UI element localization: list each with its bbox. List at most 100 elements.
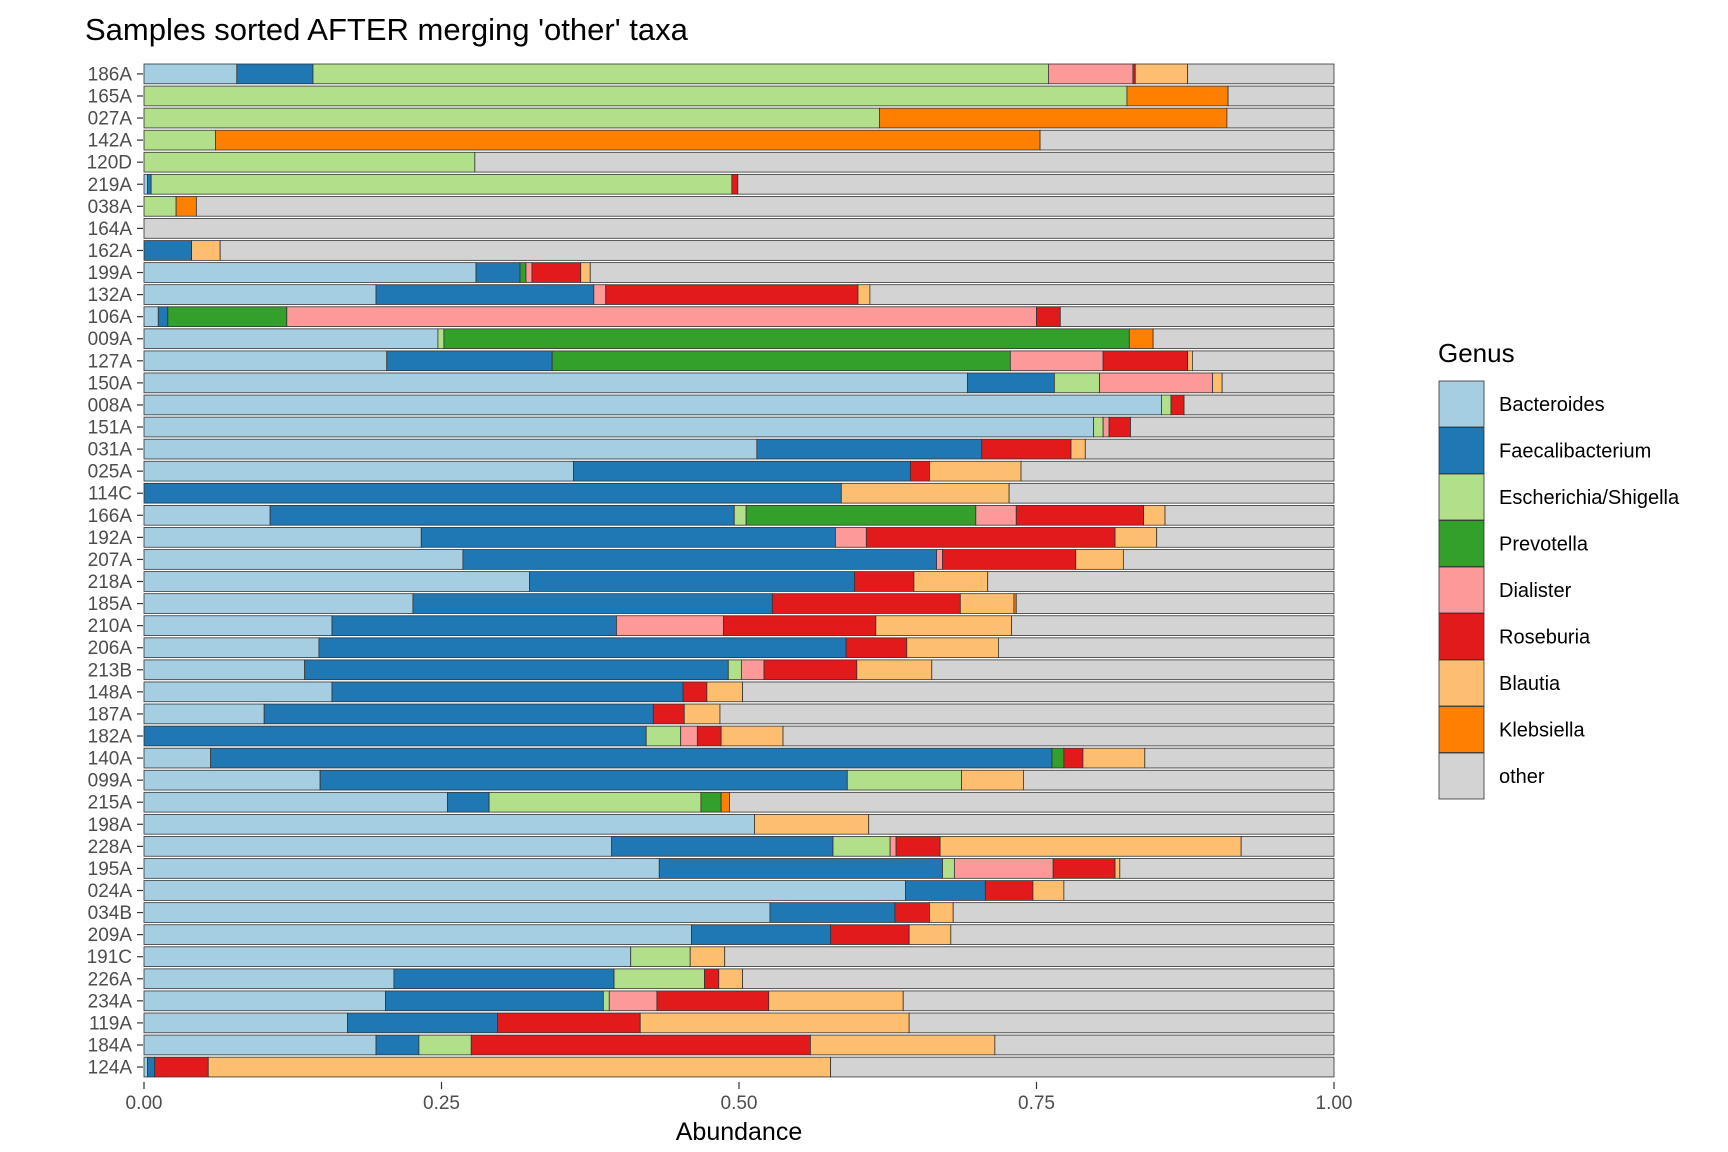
bar-024A-roseburia [984,880,1034,901]
x-tick-label: 0.75 [1018,1093,1055,1114]
bar-120D-escherichia-shigella [143,151,476,173]
bar-034B-faecalibacterium [769,902,896,923]
y-tick-label: 206A [88,638,133,659]
bar-210A-roseburia [723,615,877,636]
bar-207A-roseburia [942,549,1077,570]
legend-key-klebsiella [1438,706,1485,753]
bar-038A-klebsiella [175,196,197,217]
bar-150A-dialister [1099,372,1214,394]
bar-213B-bacteroides [143,659,306,681]
x-axis: 0.00 0.25 0.50 0.75 1.00 [126,1082,1352,1114]
bar-210A-other [1011,615,1335,636]
legend-key-prevotella [1438,520,1485,567]
y-tick-label: 184A [88,1035,133,1056]
bar-213B-other [931,659,1335,681]
bar-106A-bacteroides [143,306,159,327]
bar-034B-bacteroides [143,902,771,923]
bar-206A-bacteroides [143,637,320,659]
bar-009A-other [1152,328,1335,350]
bar-114C-faecalibacterium [143,482,842,504]
y-tick-label: 140A [88,749,133,770]
bar-215A-prevotella [700,791,722,813]
y-tick-label: 219A [88,175,133,196]
y-tick-label: 132A [88,285,133,306]
bar-199A-prevotella [519,262,527,283]
bar-219A-faecalibacterium [147,173,152,195]
y-tick-label: 213B [88,660,132,681]
bar-151A-other [1130,416,1335,438]
bar-184A-blautia [810,1034,996,1056]
bar-199A-blautia [580,262,591,283]
bar-127A-faecalibacterium [386,350,553,372]
bar-228A-roseburia [895,836,941,857]
bar-124A-roseburia [154,1056,209,1078]
bar-218A-roseburia [854,571,915,592]
bar-038A-other [195,196,1335,217]
y-tick-label: 151A [88,418,133,439]
bar-228A-bacteroides [143,836,613,857]
y-tick-label: 162A [88,241,133,262]
bar-228A-blautia [939,836,1242,857]
bar-228A-escherichia-shigella [832,836,891,857]
bar-165A-escherichia-shigella [143,85,1128,107]
bar-207A-bacteroides [143,549,464,570]
bar-148A-roseburia [682,681,708,703]
legend-key-other [1438,752,1485,800]
y-tick-label: 210A [88,616,133,637]
bar-184A-roseburia [470,1034,811,1056]
x-axis-title: Abundance [676,1118,803,1146]
bar-192A-dialister [834,527,867,548]
bar-008A-other [1183,394,1335,416]
legend-key-blautia [1438,659,1485,707]
bar-166A-faecalibacterium [269,504,735,526]
bar-199A-roseburia [531,262,582,283]
bar-124A-faecalibacterium [147,1056,156,1078]
bar-132A-roseburia [605,284,859,305]
bar-120D-other [474,151,1335,173]
y-tick-label: 114C [88,484,132,505]
bar-142A-klebsiella [214,129,1041,151]
bar-226A-blautia [718,968,743,990]
bar-166A-dialister [975,504,1017,526]
bar-031A-roseburia [981,438,1072,460]
bar-140A-blautia [1082,747,1146,769]
legend-label-dialister: Dialister [1499,580,1572,602]
bar-024A-other [1063,880,1335,901]
bar-140A-faecalibacterium [210,747,1053,769]
y-tick-label: 198A [88,815,133,836]
bar-182A-other [782,725,1335,747]
legend-label-other: other [1499,766,1545,788]
bar-209A-bacteroides [143,924,692,945]
bar-099A-blautia [961,769,1024,791]
bar-213B-blautia [856,659,933,681]
bar-218A-other [987,571,1335,592]
bar-150A-faecalibacterium [967,372,1055,394]
bar-184A-faecalibacterium [375,1034,420,1056]
bar-187A-roseburia [652,703,685,725]
bar-027A-escherichia-shigella [143,107,880,129]
bar-127A-prevotella [551,350,1011,372]
bar-213B-roseburia [763,659,858,681]
bar-185A-bacteroides [143,593,414,614]
bar-148A-other [742,681,1335,703]
bar-124A-blautia [207,1056,832,1078]
y-tick-label: 142A [88,131,133,152]
bar-192A-faecalibacterium [420,527,836,548]
bar-195A-roseburia [1052,858,1116,879]
bar-182A-dialister [680,725,698,747]
bar-234A-blautia [768,990,904,1012]
bar-226A-faecalibacterium [393,968,615,990]
bar-186A-blautia [1134,63,1189,85]
bar-219A-other [737,173,1335,195]
x-tick-label: 0.50 [721,1093,758,1114]
bar-186A-other [1187,63,1335,85]
bar-219A-escherichia-shigella [150,173,733,195]
bar-127A-blautia [1187,350,1193,372]
bar-213B-dialister [740,659,765,681]
bar-025A-faecalibacterium [573,460,911,482]
bar-215A-bacteroides [143,791,448,813]
bar-132A-blautia [857,284,871,305]
y-tick-label: 191C [87,947,132,968]
bar-195A-escherichia-shigella [942,858,955,879]
